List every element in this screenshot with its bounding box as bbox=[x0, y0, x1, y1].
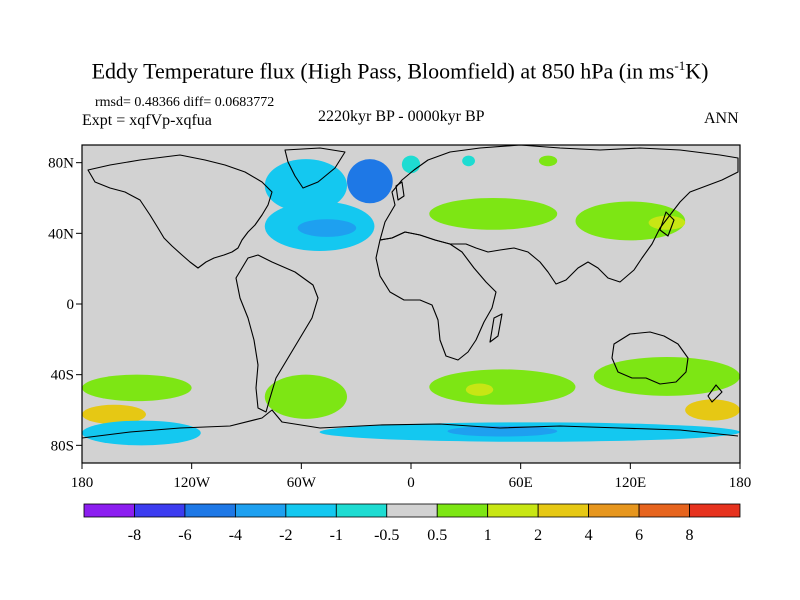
colorbar-swatch bbox=[638, 503, 690, 518]
colorbar-label: 1 bbox=[484, 527, 492, 544]
flux-region-5 bbox=[462, 155, 475, 167]
colorbar-label: -0.5 bbox=[374, 527, 399, 544]
coastline-australia bbox=[611, 331, 689, 385]
coastline-madagascar bbox=[489, 313, 503, 343]
flux-region-11 bbox=[82, 404, 146, 425]
flux-regions bbox=[81, 145, 741, 463]
x-tick-label: 120W bbox=[173, 475, 211, 491]
colorbar-label: -6 bbox=[178, 527, 191, 544]
y-tick-label: 40S bbox=[51, 368, 74, 384]
colorbar-swatch bbox=[386, 503, 438, 518]
colorbar-swatch bbox=[537, 503, 590, 518]
colorbar-label: -1 bbox=[330, 527, 343, 544]
experiment-label: Expt = xqfVp-xqfua bbox=[82, 112, 212, 129]
colorbar-swatch bbox=[134, 503, 186, 518]
x-tick-label: 60W bbox=[287, 475, 317, 491]
flux-region-0 bbox=[264, 159, 348, 213]
y-tick-label: 0 bbox=[67, 297, 75, 313]
flux-region-7 bbox=[575, 201, 686, 241]
flux-region-1 bbox=[347, 159, 393, 204]
colorbar-swatch bbox=[83, 503, 135, 518]
flux-region-8 bbox=[648, 215, 686, 230]
season-label: ANN bbox=[704, 110, 739, 127]
colorbar-swatch bbox=[335, 503, 388, 518]
x-tick-label: 0 bbox=[407, 475, 415, 491]
flux-region-6 bbox=[429, 198, 558, 230]
y-tick-label: 40N bbox=[48, 226, 74, 242]
colorbar: -8 -6 -4 -2 -1 -0.5 0.5 1 2 4 6 8 bbox=[83, 503, 741, 544]
flux-region-19 bbox=[447, 425, 558, 437]
colorbar-swatch bbox=[285, 503, 337, 518]
axis-ticks: 180 120W 60W 0 60E 120E 180 80N 40N 0 40S 80S bbox=[48, 156, 751, 491]
colorbar-label: -4 bbox=[229, 527, 242, 544]
coastline-south-america bbox=[235, 254, 319, 413]
chart-title: Eddy Temperature flux (High Pass, Bloomf… bbox=[91, 58, 709, 84]
y-tick-label: 80N bbox=[48, 156, 74, 172]
stats-label: rmsd= 0.48366 diff= 0.0683772 bbox=[95, 95, 275, 110]
colorbar-swatch bbox=[184, 503, 236, 518]
colorbar-label: -2 bbox=[279, 527, 292, 544]
flux-region-3 bbox=[297, 219, 357, 237]
flux-region-14 bbox=[429, 369, 576, 405]
x-tick-label: 60E bbox=[509, 475, 533, 491]
coastline-africa bbox=[375, 231, 497, 361]
colorbar-label: 4 bbox=[585, 527, 593, 544]
colorbar-label: 2 bbox=[534, 527, 542, 544]
x-tick-label: 180 bbox=[729, 475, 752, 491]
coastline-antarctica bbox=[81, 409, 739, 439]
map-background bbox=[82, 145, 740, 463]
colorbar-swatch bbox=[234, 503, 287, 518]
coastline-japan bbox=[659, 211, 675, 237]
colorbar-label: 0.5 bbox=[427, 527, 447, 544]
colorbar-label: -8 bbox=[128, 527, 141, 544]
coastline-north-america bbox=[87, 154, 273, 269]
flux-region-15 bbox=[465, 383, 494, 396]
colorbar-swatch bbox=[487, 503, 539, 518]
coastline-new-zealand bbox=[707, 384, 723, 403]
colorbar-swatch bbox=[689, 503, 741, 518]
flux-region-12 bbox=[81, 420, 201, 446]
colorbar-label: 8 bbox=[686, 527, 694, 544]
period-label: 2220kyr BP - 0000kyr BP bbox=[318, 108, 485, 125]
flux-region-16 bbox=[593, 357, 741, 396]
x-tick-label: 120E bbox=[614, 475, 646, 491]
flux-region-17 bbox=[685, 399, 740, 421]
coastline-eurasia bbox=[379, 144, 739, 285]
flux-region-10 bbox=[82, 374, 192, 402]
coastline-greenland bbox=[284, 147, 346, 189]
coastline-uk bbox=[395, 181, 405, 201]
x-tick-label: 180 bbox=[71, 475, 94, 491]
colorbar-swatch bbox=[588, 503, 640, 518]
coastlines bbox=[81, 144, 739, 439]
y-tick-label: 80S bbox=[51, 438, 74, 454]
flux-region-13 bbox=[264, 374, 348, 419]
flux-region-4 bbox=[401, 155, 421, 174]
colorbar-label: 6 bbox=[635, 527, 643, 544]
flux-region-9 bbox=[538, 155, 558, 167]
colorbar-swatch bbox=[436, 503, 489, 518]
